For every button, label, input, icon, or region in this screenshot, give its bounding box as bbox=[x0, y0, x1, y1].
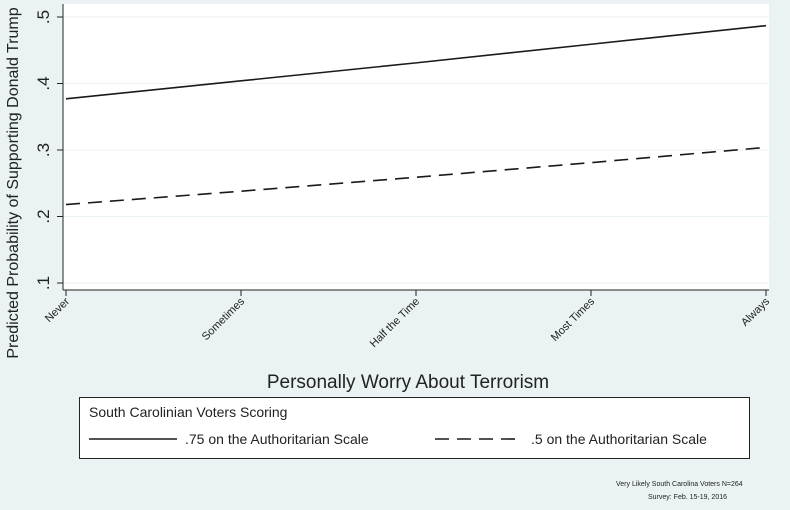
series-lines bbox=[65, 24, 767, 206]
x-tick-label: Sometimes bbox=[200, 295, 248, 343]
x-axis-ticks: Never Sometimes Half the Time Most Times Alw… bbox=[43, 289, 772, 350]
y-tick-label: .1 bbox=[34, 276, 53, 290]
series-line-0 bbox=[65, 24, 767, 100]
x-tick-label: Always bbox=[739, 295, 772, 328]
y-axis-label: Predicted Probability of Supporting Dona… bbox=[5, 7, 22, 358]
sample-note: Very Likely South Carolina Voters N=264 bbox=[616, 481, 743, 488]
y-tick-label: .3 bbox=[34, 143, 53, 157]
legend-swatch-dashed bbox=[435, 438, 523, 440]
x-tick-label: Most Times bbox=[549, 295, 598, 344]
gridlines bbox=[63, 16, 769, 284]
y-tick-label: .2 bbox=[34, 209, 53, 223]
legend-swatch-solid bbox=[89, 438, 177, 440]
legend-title: South Carolinian Voters Scoring bbox=[89, 404, 288, 420]
survey-date-note: Survey: Feb. 15-19, 2016 bbox=[648, 494, 727, 501]
legend-label-solid: .75 on the Authoritarian Scale bbox=[185, 431, 369, 447]
y-tick-label: .4 bbox=[34, 76, 53, 90]
y-axis-ticks: .1 .2 .3 .4 .5 bbox=[34, 4, 64, 290]
x-axis-label: Personally Worry About Terrorism bbox=[267, 372, 549, 393]
legend-label-dashed: .5 on the Authoritarian Scale bbox=[531, 431, 707, 447]
y-tick-label: .5 bbox=[34, 10, 53, 24]
legend: South Carolinian Voters Scoring .75 on t… bbox=[79, 397, 750, 459]
x-tick-label: Never bbox=[43, 295, 72, 324]
plot-area bbox=[63, 4, 769, 290]
series-line-1 bbox=[65, 146, 767, 206]
x-tick-label: Half the Time bbox=[368, 296, 422, 350]
